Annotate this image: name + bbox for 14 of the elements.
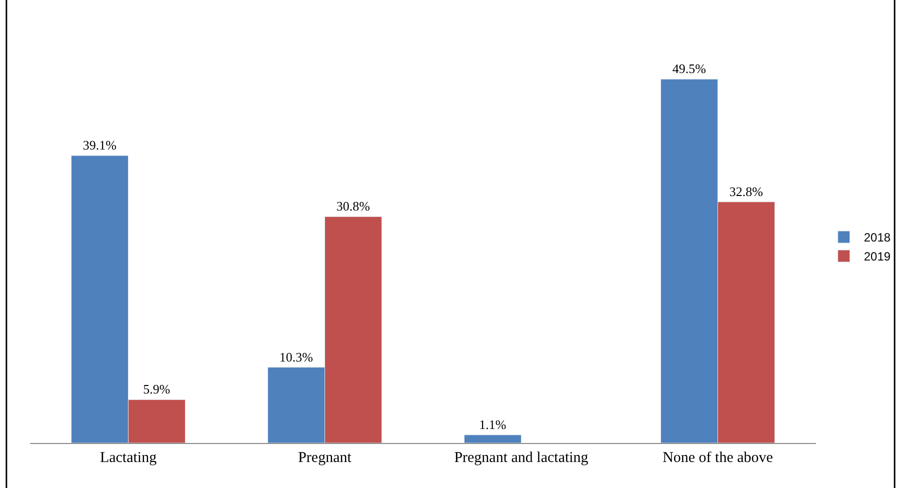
- data-label: 10.3%: [279, 349, 314, 364]
- x-tick-label: Pregnant: [298, 450, 352, 466]
- data-label: 49.5%: [672, 61, 706, 76]
- data-label: 39.1%: [82, 138, 117, 153]
- x-tick-label: None of the above: [662, 450, 774, 466]
- data-label: 1.1%: [479, 416, 506, 432]
- data-label: 30.8%: [336, 198, 370, 214]
- bar: [464, 434, 522, 443]
- data-label: 5.9%: [143, 382, 170, 397]
- x-tick-label: Pregnant and lactating: [454, 450, 589, 466]
- data-label: 32.8%: [729, 184, 764, 199]
- legend-label: 2018: [864, 230, 891, 245]
- x-tick-label: Lactating: [100, 450, 158, 466]
- legend-label: 2019: [864, 250, 891, 264]
